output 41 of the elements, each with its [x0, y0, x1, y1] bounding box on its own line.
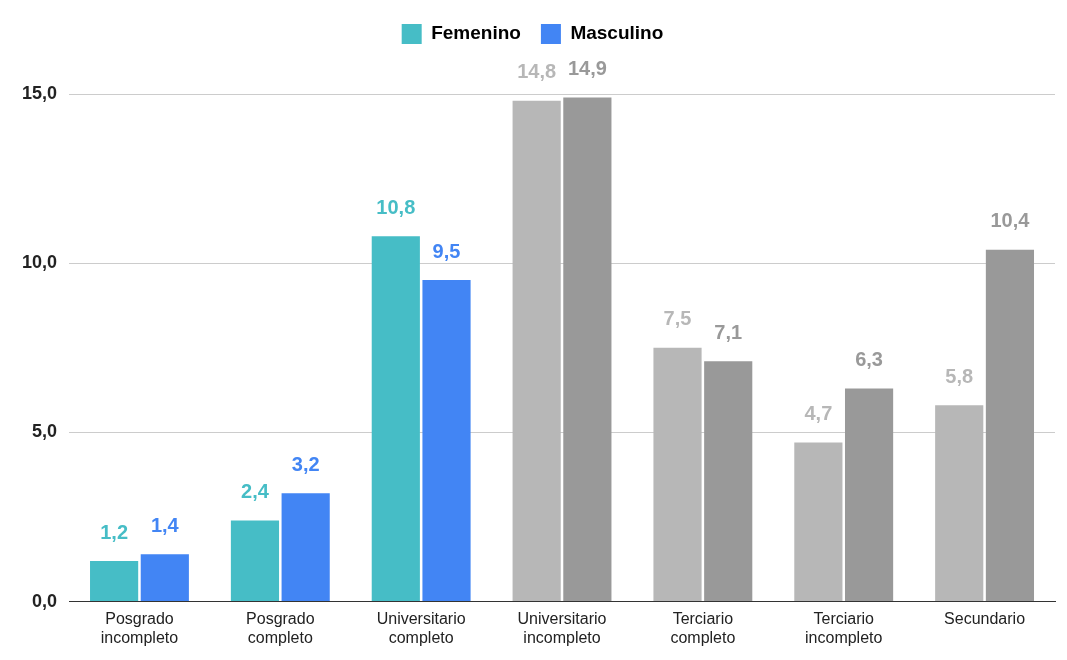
bar: [935, 405, 984, 602]
y-tick-label: 15,0: [21, 82, 58, 103]
data-label: 1,2: [100, 520, 129, 543]
bar: [371, 236, 420, 602]
data-label: 14,9: [567, 56, 607, 79]
x-tick-label: Universitario incompleto: [517, 609, 607, 646]
bar: [422, 280, 471, 602]
bar: [985, 249, 1035, 602]
bar: [281, 493, 330, 602]
data-label: 5,8: [945, 364, 974, 387]
y-tick-label: 0,0: [32, 590, 58, 611]
data-label: 7,5: [663, 307, 692, 330]
x-tick-label: Secundario: [944, 609, 1026, 627]
bar: [844, 388, 894, 602]
data-label: 1,4: [150, 513, 180, 536]
legend-label: Masculino: [570, 22, 664, 44]
data-label: 3,2: [291, 452, 320, 475]
data-label: 6,3: [855, 347, 883, 370]
bar: [512, 100, 561, 602]
y-tick-label: 5,0: [32, 421, 58, 442]
data-label: 9,5: [432, 239, 461, 262]
bar: [90, 560, 139, 602]
data-label: 10,4: [990, 209, 1031, 232]
bar: [653, 347, 702, 602]
x-tick-label: Terciario completo: [670, 609, 736, 646]
bar: [230, 520, 280, 602]
data-label: 4,7: [804, 402, 833, 425]
y-tick-label: 10,0: [21, 252, 58, 273]
data-label: 2,4: [241, 479, 270, 502]
x-tick-label: Posgrado incompleto: [100, 609, 179, 646]
bar: [563, 97, 612, 602]
data-label: 7,1: [714, 320, 743, 343]
legend-label: Femenino: [431, 22, 521, 44]
data-label: 10,8: [376, 195, 416, 218]
bar: [140, 554, 189, 602]
x-tick-label: Universitario completo: [376, 609, 466, 646]
data-label: 14,8: [517, 60, 557, 83]
bar: [794, 442, 843, 602]
bar: [704, 361, 753, 602]
x-tick-label: Terciario incompleto: [805, 609, 883, 646]
x-tick-label: Posgrado completo: [246, 609, 315, 646]
